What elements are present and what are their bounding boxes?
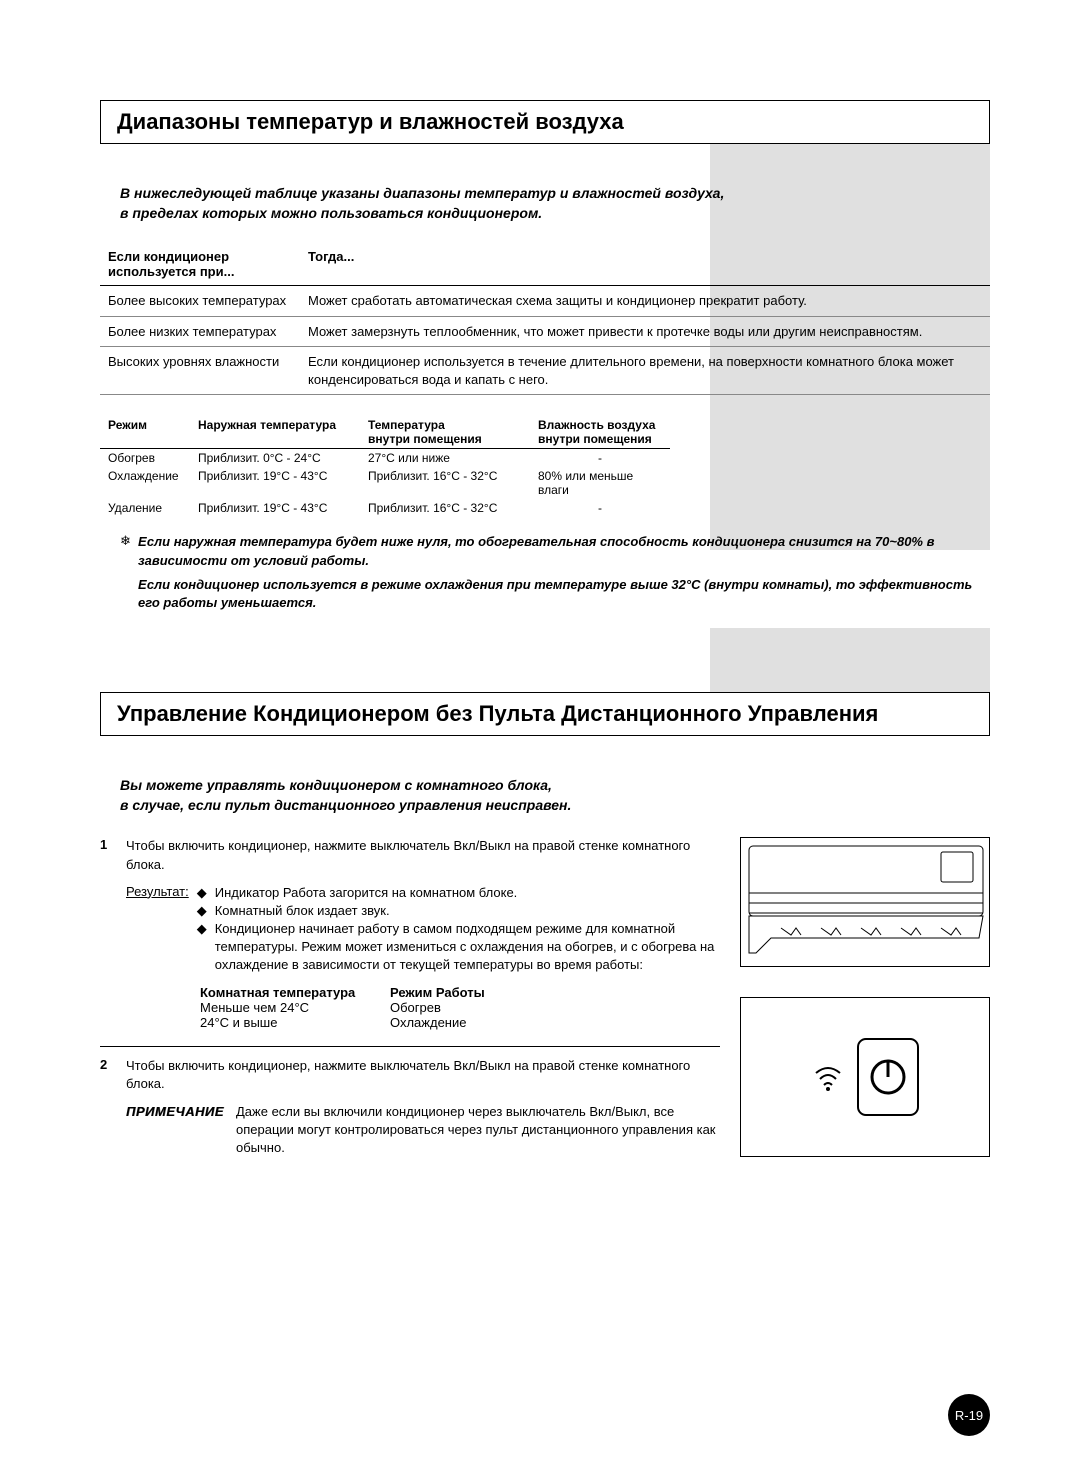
table-cell: Охлаждение	[390, 1015, 540, 1030]
table-cell: Приблизит. 0°C - 24°C	[190, 449, 360, 468]
intro-line: В нижеследующей таблице указаны диапазон…	[120, 185, 724, 201]
section-title-box: Управление Кондиционером без Пульта Дист…	[100, 692, 990, 736]
list-item: Комнатный блок издает звук.	[215, 902, 390, 920]
intro-paragraph: В нижеследующей таблице указаны диапазон…	[120, 184, 990, 223]
notice-row: ПРИМЕЧАНИЕ Даже если вы включили кондици…	[126, 1103, 720, 1158]
table-cell: Приблизит. 19°C - 43°C	[190, 467, 360, 499]
step-text: Чтобы включить кондиционер, нажмите выкл…	[126, 1057, 720, 1093]
conditions-table: Если кондиционер используется при... Тог…	[100, 243, 990, 395]
table-header: Режим	[100, 413, 190, 449]
intro-line: Вы можете управлять кондиционером с комн…	[120, 777, 552, 793]
ac-unit-illustration	[740, 837, 990, 967]
divider	[100, 1046, 720, 1047]
bullet-icon: ◆	[197, 920, 215, 975]
list-item: Индикатор Работа загорится на комнатном …	[215, 884, 518, 902]
steps-column: 1 Чтобы включить кондиционер, нажмите вы…	[100, 837, 720, 1157]
notes-block: ❄ Если наружная температура будет ниже н…	[120, 533, 990, 612]
result-label: Результат:	[126, 884, 189, 975]
table-header: Комнатная температура	[200, 985, 390, 1000]
table-cell: 27°C или ниже	[360, 449, 530, 468]
step-number: 2	[100, 1057, 126, 1093]
step-number: 1	[100, 837, 126, 873]
button-illustration	[740, 997, 990, 1157]
note-text: Если наружная температура будет ниже нул…	[138, 533, 990, 569]
table-cell: Приблизит. 19°C - 43°C	[190, 499, 360, 517]
intro-line: в пределах которых можно пользоваться ко…	[120, 205, 542, 221]
table-header: Режим Работы	[390, 985, 540, 1000]
section-title: Диапазоны температур и влажностей воздух…	[117, 109, 973, 135]
section-title: Управление Кондиционером без Пульта Дист…	[117, 701, 973, 727]
bullet-icon: ◆	[197, 902, 215, 920]
table-cell: Обогрев	[100, 449, 190, 468]
snowflake-icon: ❄	[120, 533, 138, 569]
table-cell: 24°C и выше	[200, 1015, 390, 1030]
intro-line: в случае, если пульт дистанционного упра…	[120, 797, 571, 813]
table-cell: Удаление	[100, 499, 190, 517]
table-cell: Высоких уровнях влажности	[100, 347, 300, 395]
mode-range-table: Режим Наружная температура Температура в…	[100, 413, 670, 517]
table-cell: Более низких температурах	[100, 316, 300, 347]
notice-text: Даже если вы включили кондиционер через …	[236, 1103, 720, 1158]
table-cell: Меньше чем 24°C	[200, 1000, 390, 1015]
wifi-icon	[810, 1059, 846, 1095]
table-cell: Может сработать автоматическая схема защ…	[300, 286, 990, 317]
table-header: используется при...	[108, 264, 234, 279]
table-header: Влажность воздуха	[538, 418, 655, 432]
table-header: Наружная температура	[190, 413, 360, 449]
step-row: 1 Чтобы включить кондиционер, нажмите вы…	[100, 837, 720, 873]
table-cell: Приблизит. 16°C - 32°C	[360, 467, 530, 499]
bullet-icon: ◆	[197, 884, 215, 902]
note-text: Если кондиционер используется в режиме о…	[138, 576, 990, 612]
list-item: Кондиционер начинает работу в самом подх…	[215, 920, 720, 975]
table-cell: 80% или меньше влаги	[530, 467, 670, 499]
intro-paragraph: Вы можете управлять кондиционером с комн…	[120, 776, 990, 815]
table-cell: -	[530, 449, 670, 468]
result-block: Результат: ◆ Индикатор Работа загорится …	[126, 884, 720, 975]
table-cell: Приблизит. 16°C - 32°C	[360, 499, 530, 517]
section-title-box: Диапазоны температур и влажностей воздух…	[100, 100, 990, 144]
table-cell: Более высоких температурах	[100, 286, 300, 317]
room-temp-table: Комнатная температура Режим Работы Меньш…	[200, 985, 720, 1030]
table-cell: Обогрев	[390, 1000, 540, 1015]
page-number-badge: R-19	[948, 1394, 990, 1436]
table-header: Тогда...	[300, 243, 990, 286]
page-number: R-19	[955, 1408, 983, 1423]
table-cell: Охлаждение	[100, 467, 190, 499]
table-cell: -	[530, 499, 670, 517]
step-text: Чтобы включить кондиционер, нажмите выкл…	[126, 837, 720, 873]
table-header: Температура	[368, 418, 445, 432]
power-button-icon	[856, 1037, 920, 1117]
notice-label: ПРИМЕЧАНИЕ	[126, 1103, 236, 1158]
table-header: внутри помещения	[538, 432, 662, 446]
table-cell: Может замерзнуть теплообменник, что може…	[300, 316, 990, 347]
table-header: внутри помещения	[368, 432, 522, 446]
step-row: 2 Чтобы включить кондиционер, нажмите вы…	[100, 1057, 720, 1093]
table-header: Если кондиционер	[108, 249, 229, 264]
table-cell: Если кондиционер используется в течение …	[300, 347, 990, 395]
illustration-column	[740, 837, 990, 1157]
